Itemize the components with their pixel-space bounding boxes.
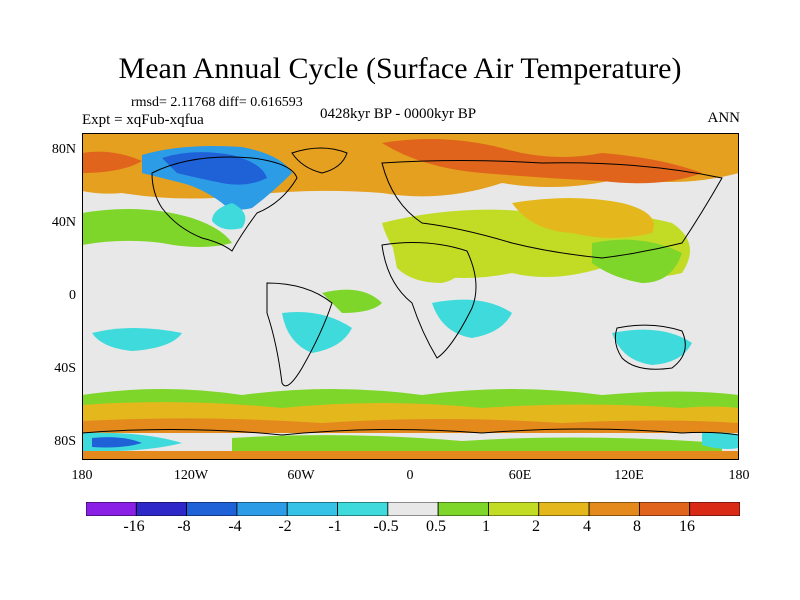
australia-cyan xyxy=(612,329,692,365)
colorbar-swatch xyxy=(437,502,489,516)
lat-label-40n: 40N xyxy=(51,215,76,230)
asia-green xyxy=(592,239,682,283)
colorbar-swatch xyxy=(236,502,288,516)
coastline-south-america xyxy=(266,282,333,387)
colorbar-swatch xyxy=(186,502,238,516)
lat-label-40s: 40S xyxy=(54,361,76,376)
coastline-antarctica xyxy=(82,428,739,436)
lon-label-60w: 60W xyxy=(287,468,315,483)
colorbar-swatch xyxy=(588,502,640,516)
arctic-hot-core-west xyxy=(82,151,142,173)
colorbar-swatch xyxy=(286,502,338,516)
coastline-eurasia xyxy=(381,160,723,259)
colorbar-label: 8 xyxy=(633,518,641,535)
coastline-australia xyxy=(614,324,686,370)
coastline-greenland xyxy=(291,147,348,174)
eurasia-orange-center xyxy=(512,198,654,238)
lon-label-60e: 60E xyxy=(508,468,532,483)
colorbar-label: 16 xyxy=(679,518,695,535)
time-period-label: 0428kyr BP - 0000kyr BP xyxy=(320,106,477,122)
lat-label-0: 0 xyxy=(69,288,76,303)
rmsd-diff-stats: rmsd= 2.11768 diff= 0.616593 xyxy=(131,95,303,110)
coastline-africa xyxy=(381,242,477,359)
chart-title: Mean Annual Cycle (Surface Air Temperatu… xyxy=(118,52,682,85)
colorbar-swatch xyxy=(538,502,590,516)
colorbar-label: -1 xyxy=(328,518,342,535)
tropical-atlantic-green xyxy=(322,289,382,313)
colorbar-label: 0.5 xyxy=(426,518,446,535)
lat-label-80n: 80N xyxy=(51,142,76,157)
coastline-north-america xyxy=(151,156,298,252)
lon-label-120e: 120E xyxy=(614,468,644,483)
lat-label-80s: 80S xyxy=(54,434,76,449)
lon-label-180w: 180 xyxy=(71,468,93,483)
antarctic-bottom-orange xyxy=(82,451,739,460)
colorbar-label: 4 xyxy=(583,518,591,535)
arctic-hot-core xyxy=(382,139,702,184)
colorbar-label: -2 xyxy=(278,518,292,535)
north-america-strong-cold xyxy=(162,152,267,185)
colorbar-swatch xyxy=(638,502,691,516)
lon-label-120w: 120W xyxy=(173,468,209,483)
south-america-cyan xyxy=(282,312,352,353)
colorbar-swatch xyxy=(135,502,188,516)
southern-ocean-warm xyxy=(82,402,739,423)
lon-label-180e: 180 xyxy=(728,468,750,483)
colorbar-label: 1 xyxy=(482,518,490,535)
southern-ocean-green xyxy=(82,389,739,408)
colorbar-label: -8 xyxy=(177,518,191,535)
colorbar-label: -0.5 xyxy=(373,518,399,535)
colorbar xyxy=(86,502,740,516)
colorbar-swatch xyxy=(689,502,740,516)
temperature-difference-map xyxy=(82,133,739,460)
season-label: ANN xyxy=(707,110,741,126)
tropical-pacific-cyan xyxy=(92,328,182,351)
colorbar-swatch xyxy=(86,502,137,516)
africa-sahara-yellow xyxy=(392,241,463,283)
north-mid-lat-green xyxy=(82,209,232,247)
antarctic-blue xyxy=(92,437,142,448)
north-america-cyan-fringe xyxy=(212,203,246,230)
colorbar-label: -16 xyxy=(123,518,145,535)
antarctic-cyan-east xyxy=(702,432,739,449)
colorbar-swatch xyxy=(387,502,439,516)
antarctic-green xyxy=(232,435,722,453)
colorbar-label: 2 xyxy=(532,518,540,535)
lon-label-0: 0 xyxy=(406,468,414,483)
colorbar-swatch xyxy=(337,502,389,516)
coastlines xyxy=(82,147,739,436)
experiment-label: Expt = xqFub-xqfua xyxy=(82,112,204,128)
colorbar-label: -4 xyxy=(228,518,242,535)
map-frame xyxy=(82,133,739,460)
africa-indian-cyan xyxy=(432,299,512,338)
colorbar-swatch xyxy=(488,502,540,516)
